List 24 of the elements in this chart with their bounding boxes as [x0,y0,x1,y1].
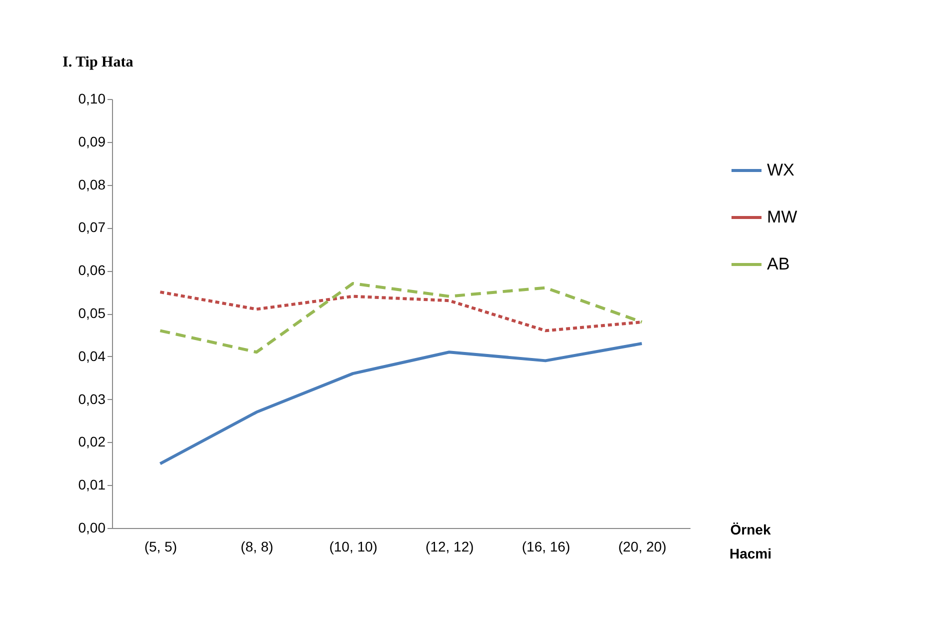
legend-label: WX [767,160,794,180]
y-tick-label: 0,07 [78,219,106,236]
legend-label: MW [767,208,798,226]
y-tick-label: 0,10 [78,90,106,106]
x-tick-label: (5, 5) [144,538,178,554]
line-series [158,282,644,354]
y-tick-label: 0,01 [78,476,106,493]
x-tick-label: (10, 10) [329,538,378,554]
y-tick-label: 0,05 [78,305,106,321]
y-tick-label: 0,08 [78,176,106,192]
y-tick-label: 0,02 [78,434,106,450]
x-tick-label: (8, 8) [240,538,274,554]
y-tick-label: 0,09 [78,133,106,150]
x-tick-label: (12, 12) [426,538,474,554]
y-axis-title: I. Tip Hata [62,54,134,70]
x-tick-label: (16, 16) [522,538,570,554]
y-tick-label: 0,04 [78,348,106,364]
line-series [158,342,644,466]
legend-label: AB [767,254,790,274]
x-tick-label: (20, 20) [618,538,666,554]
y-tick-label: 0,03 [78,390,106,407]
y-tick-label: 0,06 [78,262,106,278]
y-tick-label: 0,00 [78,520,106,536]
x-axis-title: Örnek Hacmi [729,522,772,562]
